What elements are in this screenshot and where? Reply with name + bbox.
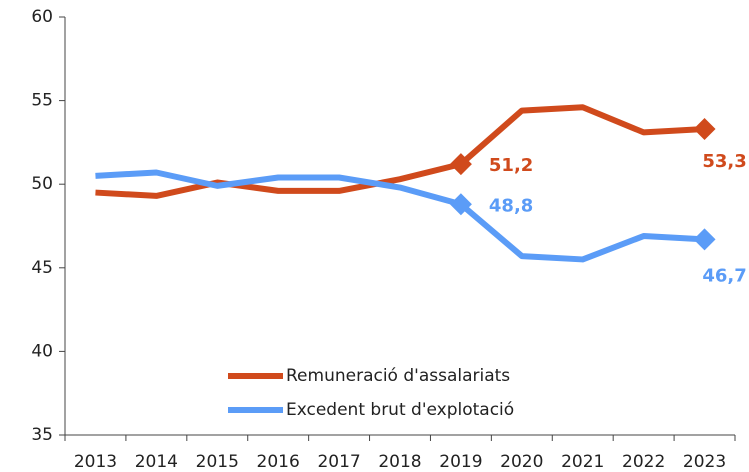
legend-label: Remuneració d'assalariats xyxy=(286,366,510,386)
data-label: 46,7 xyxy=(702,265,746,286)
y-tick-label: 55 xyxy=(31,91,53,111)
marker xyxy=(449,153,472,176)
line xyxy=(95,169,705,263)
y-tick-label: 60 xyxy=(31,7,53,27)
x-tick-label: 2022 xyxy=(622,452,665,472)
x-tick-label: 2020 xyxy=(500,452,543,472)
marker xyxy=(449,193,472,216)
line xyxy=(95,104,705,199)
legend-label: Excedent brut d'explotació xyxy=(286,400,514,420)
x-tick-label: 2023 xyxy=(683,452,726,472)
x-tick-label: 2021 xyxy=(561,452,604,472)
y-tick-label: 40 xyxy=(31,341,53,361)
x-tick-label: 2017 xyxy=(317,452,360,472)
data-label: 51,2 xyxy=(489,155,533,176)
x-tick-label: 2016 xyxy=(257,452,300,472)
data-label: 53,3 xyxy=(702,151,746,172)
y-tick-label: 35 xyxy=(31,425,53,445)
data-label: 48,8 xyxy=(489,195,533,216)
y-tick-label: 45 xyxy=(31,258,53,278)
x-tick-label: 2015 xyxy=(196,452,239,472)
marker xyxy=(693,118,716,141)
x-tick-label: 2014 xyxy=(135,452,178,472)
x-tick-label: 2019 xyxy=(439,452,482,472)
x-tick-label: 2018 xyxy=(378,452,421,472)
marker xyxy=(693,228,716,251)
x-tick-label: 2013 xyxy=(74,452,117,472)
y-tick-label: 50 xyxy=(31,174,53,194)
